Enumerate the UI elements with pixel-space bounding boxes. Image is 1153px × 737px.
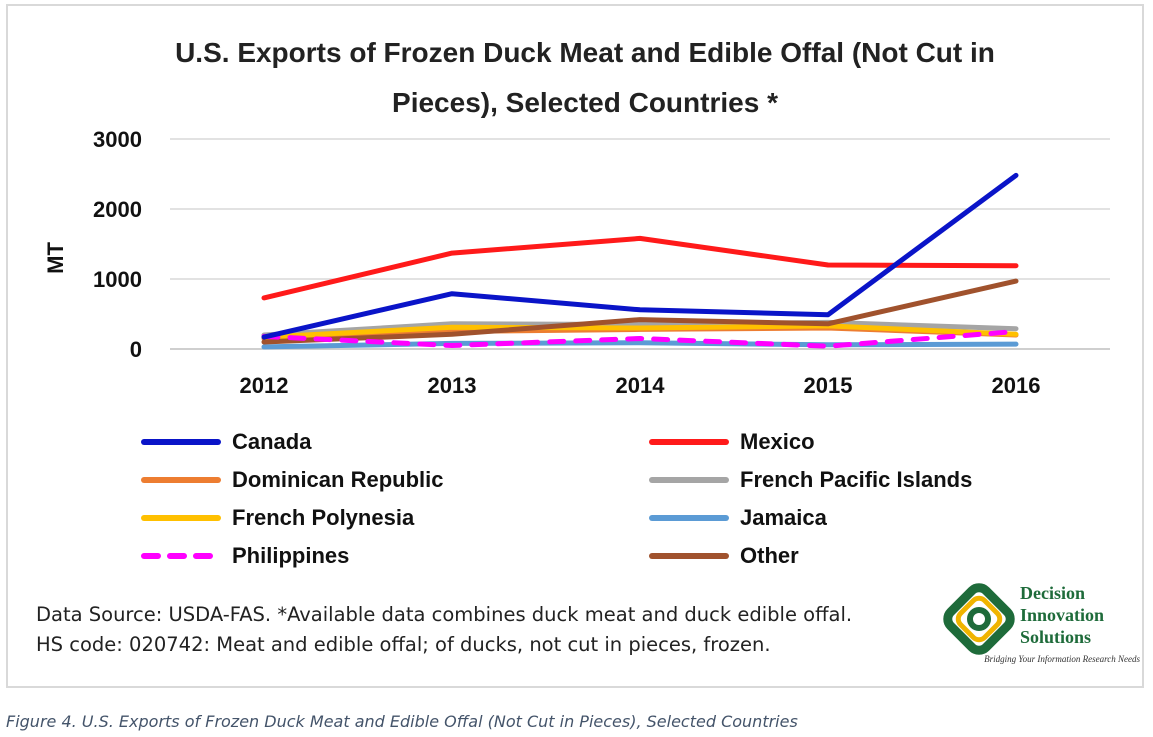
series-line-canada bbox=[261, 172, 1019, 340]
y-tick-label: 2000 bbox=[93, 197, 142, 222]
chart-title-line2: Pieces), Selected Countries * bbox=[392, 87, 778, 118]
x-tick-label: 2013 bbox=[428, 373, 477, 398]
logo-tagline: Bridging Your Information Research Needs bbox=[984, 654, 1140, 664]
company-logo: Decision Innovation Solutions Bridging Y… bbox=[940, 580, 1140, 670]
logo-wordmark: Decision Innovation Solutions bbox=[1020, 582, 1104, 648]
y-tick-label: 1000 bbox=[93, 267, 142, 292]
data-source-line1: Data Source: USDA-FAS. *Available data c… bbox=[36, 603, 853, 626]
logo-line1: Decision bbox=[1020, 583, 1085, 603]
y-tick-label: 3000 bbox=[93, 127, 142, 152]
figure-caption: Figure 4. U.S. Exports of Frozen Duck Me… bbox=[6, 712, 798, 731]
y-tick-label: 0 bbox=[130, 337, 142, 362]
chart-title: U.S. Exports of Frozen Duck Meat and Edi… bbox=[20, 28, 1150, 128]
knot-logo-icon bbox=[943, 583, 1015, 655]
logo-line2: Innovation bbox=[1020, 605, 1105, 625]
x-tick-label: 2016 bbox=[992, 373, 1041, 398]
logo-line3: Solutions bbox=[1020, 627, 1092, 647]
chart-title-line1: U.S. Exports of Frozen Duck Meat and Edi… bbox=[175, 37, 995, 68]
x-tick-label: 2012 bbox=[240, 373, 289, 398]
data-source-note: Data Source: USDA-FAS. *Available data c… bbox=[36, 600, 852, 660]
data-source-line2: HS code: 020742: Meat and edible offal; … bbox=[36, 633, 771, 656]
series-line-mexico bbox=[261, 235, 1019, 301]
x-tick-label: 2014 bbox=[616, 373, 666, 398]
x-tick-label: 2015 bbox=[804, 373, 853, 398]
